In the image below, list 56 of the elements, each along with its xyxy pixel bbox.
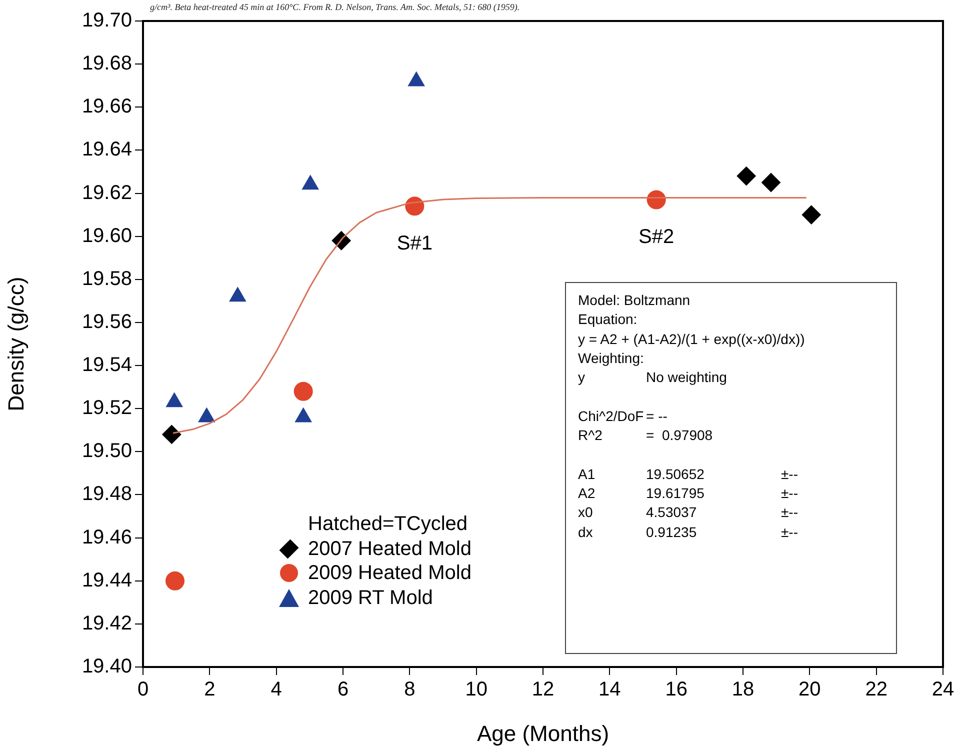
x-tick-label: 14 [598, 678, 621, 701]
point [294, 382, 313, 401]
text: A2 19.61795 ±-- [578, 484, 798, 501]
y-axis-title: Density (g/cc) [3, 276, 28, 412]
y-tick-label: 19.66 [82, 96, 132, 118]
x-tick-label: 22 [865, 678, 888, 701]
legend-label: 2009 RT Mold [308, 586, 433, 610]
x-tick-label: 10 [465, 678, 488, 701]
y-tick-label: 19.62 [82, 182, 132, 204]
text: A1 19.50652 ±-- [578, 466, 798, 482]
y-tick-label: 19.70 [82, 10, 132, 32]
x-tick-label: 12 [532, 678, 554, 701]
annotation: Weighting: [578, 348, 644, 368]
text: y No weighting [578, 369, 727, 386]
y-tick-label: 19.50 [82, 440, 132, 462]
y-tick-label: 19.56 [82, 310, 132, 333]
annotation: Chi^2/DoF = -- [578, 406, 668, 426]
x-tick-label: 0 [137, 678, 149, 701]
point [736, 166, 756, 186]
x-tick-label: 16 [665, 678, 688, 701]
x-tick-label: 2 [204, 678, 216, 701]
x-tick-label: 6 [337, 678, 349, 701]
x-tick-label: 4 [270, 678, 282, 701]
text: g/cm³. Beta heat-treated 45 min at 160°C. From R. D. Nelson, Trans. Am. Soc. Metals, 51: 680 (1959). [150, 2, 520, 12]
text: R^2 = 0.97908 [578, 427, 713, 444]
y-tick-label: 19.54 [82, 354, 132, 376]
point [762, 173, 780, 192]
annotation: y = A2 + (A1-A2)/(1 + exp((x-x0)/dx)) [578, 330, 805, 349]
y-tick-label: 19.40 [82, 656, 132, 678]
y-tick-label: 19.64 [82, 138, 132, 161]
y-tick-label: 19.48 [82, 483, 132, 506]
y-tick-label: 19.46 [82, 526, 132, 548]
x-tick-label: 24 [932, 678, 954, 701]
legend-label: 2007 Heated Mold [308, 536, 472, 561]
y-tick-label: 19.52 [82, 397, 132, 420]
x-tick-label: 20 [798, 678, 821, 701]
point [802, 205, 821, 224]
point [405, 196, 424, 216]
text: x0 4.53037 ±-- [578, 504, 798, 520]
annotation: S#2 [638, 226, 674, 248]
y-tick-label: 19.44 [82, 569, 132, 592]
y-tick-label: 19.58 [82, 268, 132, 290]
y-tick-label: 19.68 [82, 52, 132, 75]
x-tick-label: 18 [732, 678, 754, 701]
x-axis-title: Age (Months) [476, 720, 610, 746]
annotation: Model: Boltzmann [578, 291, 690, 310]
y-tick-label: 19.60 [82, 224, 132, 247]
x-tick-label: 8 [404, 678, 416, 701]
annotation: S#1 [396, 232, 432, 255]
y-tick-label: 19.42 [82, 612, 132, 634]
point [166, 571, 184, 590]
text: dx 0.91235 ±-- [578, 524, 798, 540]
point [162, 424, 182, 444]
legend-title: Hatched=TCycled [307, 512, 469, 536]
legend-label: 2009 Heated Mold [308, 561, 472, 586]
annotation: Equation: [578, 310, 638, 330]
